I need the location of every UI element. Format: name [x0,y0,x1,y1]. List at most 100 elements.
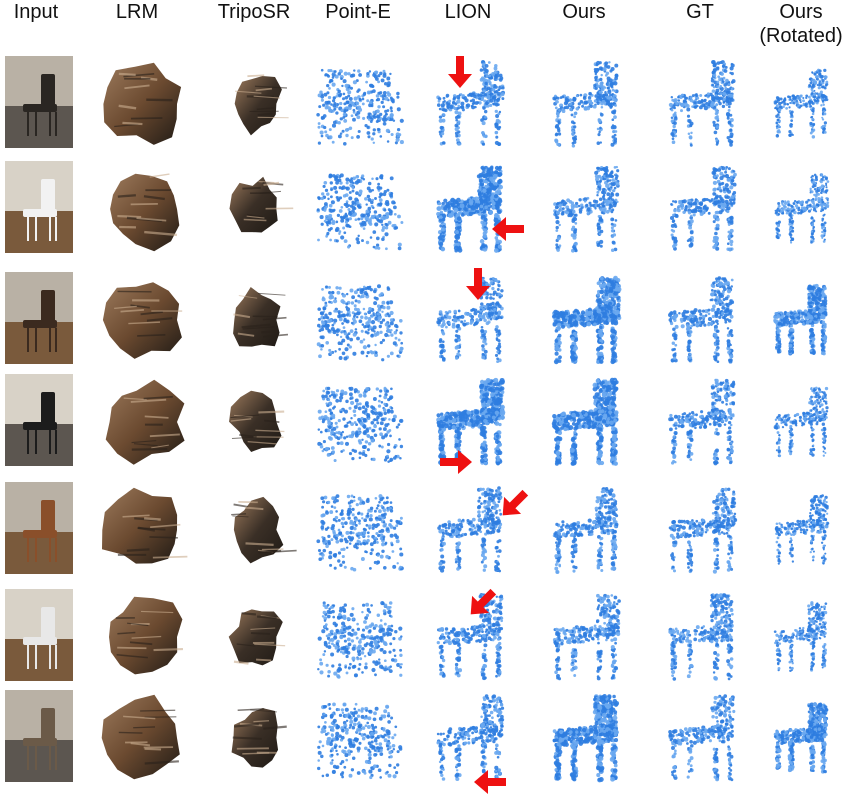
point-cloud-render [668,694,736,782]
red-arrow-icon [470,588,497,615]
cell-lrm-row1 [96,52,192,152]
mesh-texture-streak [231,513,247,516]
point-cloud-render [436,276,504,364]
mesh-texture-streak [236,643,256,647]
cell-ours_rot-row5 [762,478,840,578]
failure-arrow-indicator [462,583,502,623]
photo-floor [5,322,73,364]
cell-input-row6 [5,589,73,681]
cell-lrm-row2 [96,157,192,257]
photo-floor [5,211,73,253]
mesh-texture-streak [127,622,149,627]
mesh-body [102,282,182,359]
mesh-texture-streak [241,323,271,329]
point-cloud-render [317,702,403,780]
mesh-render [231,496,297,564]
mesh-texture-streak [242,326,275,330]
header-ours: Ours [538,0,630,48]
photo-chair-leg [35,217,37,241]
photo-chair-leg [27,645,29,669]
points [773,601,828,673]
input-photo [5,690,73,782]
cell-input-row2 [5,161,73,253]
mesh-texture-streak [247,441,277,445]
mesh-texture-streak [238,295,258,299]
mesh-body [229,176,278,233]
mesh-render [234,74,289,136]
mesh-texture-streak [153,648,184,652]
cell-ours_rot-row3 [762,268,840,368]
mesh-texture-streak [233,503,249,508]
failure-arrow-indicator [470,762,510,802]
point-cloud-render [669,165,737,252]
mesh-texture-streak [250,709,277,713]
mesh-render [228,609,286,666]
mesh-texture-streak [230,414,260,419]
header-pointe: Point-E [312,0,404,48]
point-cloud-render [668,276,735,364]
photo-chair-leg [55,645,57,669]
mesh-texture-streak [245,506,264,511]
mesh-texture-streak [143,395,173,400]
cell-pointe-row3 [312,268,408,368]
photo-chair-leg [35,746,37,770]
mesh-texture-streak [123,72,155,78]
mesh-render [231,708,287,768]
points [316,284,404,362]
photo-floor [5,424,73,466]
mesh-texture-streak [123,397,147,401]
photo-chair-seat [23,530,57,538]
mesh-texture-streak [247,74,265,78]
mesh-texture-streak [122,514,150,518]
mesh-texture-streak [130,117,163,120]
mesh-texture-streak [263,333,289,338]
header-lion-label: LION [444,1,492,23]
photo-chair-leg [49,112,51,136]
photo-wall [5,482,73,532]
cell-gt-row6 [654,585,750,685]
mesh-texture-streak [254,85,287,89]
points [773,283,828,356]
input-photo [5,589,73,681]
mesh-texture-streak [265,549,297,554]
failure-arrow-indicator [436,442,476,482]
point-cloud-render [668,378,736,466]
point-cloud-render [668,487,738,574]
input-photo [5,161,73,253]
point-cloud-render [773,68,829,139]
cell-pointe-row2 [312,157,408,257]
mesh-texture-streak [239,433,257,438]
mesh-texture-streak [129,641,153,646]
cell-input-row4 [5,374,73,466]
cell-lion-row4 [422,370,518,474]
red-arrow-icon [502,489,529,516]
point-cloud-render [436,694,505,782]
point-cloud-render [316,284,404,362]
cell-input-row7 [5,690,73,782]
mesh-texture-streak [140,709,176,712]
photo-floor [5,740,73,782]
input-photo [5,272,73,364]
cell-ours_rot-row4 [762,370,840,470]
mesh-texture-streak [258,180,275,184]
mesh-texture-streak [149,173,170,178]
mesh-texture-streak [232,515,249,518]
mesh-texture-streak [254,643,286,647]
header-ours-rotated-sublabel: (Rotated) [759,25,843,47]
points [669,165,737,252]
mesh-texture-streak [140,310,163,316]
cell-gt-row1 [654,52,750,152]
mesh-texture-streak [118,731,143,734]
mesh-render [102,487,188,564]
mesh-texture-streak [122,121,143,126]
mesh-render [102,282,183,359]
mesh-body [109,596,183,675]
mesh-texture-streak [262,316,287,321]
cell-lrm-row3 [96,268,192,368]
photo-chair-back [41,708,56,742]
points [551,275,622,365]
mesh-texture-streak [137,526,156,532]
photo-chair-leg [49,746,51,770]
mesh-texture-streak [256,615,277,620]
cell-gt-row5 [654,478,750,578]
